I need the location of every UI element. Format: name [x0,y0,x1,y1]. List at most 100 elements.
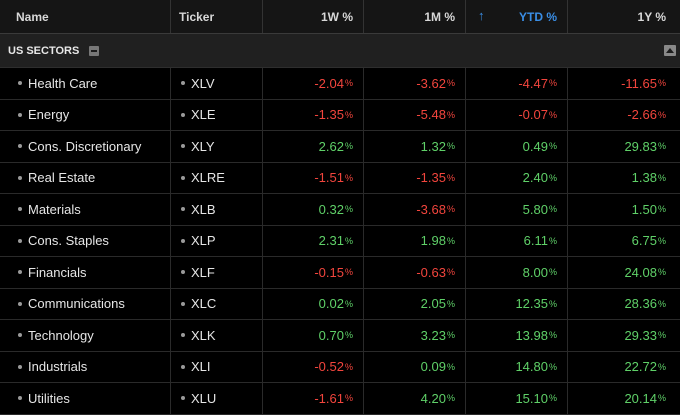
percent-sign: % [446,204,455,215]
percent-sign: % [344,393,353,404]
row-ticker[interactable]: XLY [191,138,215,154]
percent-sign: % [344,78,353,89]
row-w1-value: -1.61 [314,390,344,406]
row-m1-value: 1.32 [420,138,446,154]
bullet-icon [18,238,22,243]
table-row[interactable]: Cons. Discretionary XLY 2.62% 1.32% 0.49% 29.… [0,131,680,163]
percent-sign: % [446,235,455,246]
table-row[interactable]: Technology XLK 0.70% 3.23% 13.98% 29.33% [0,320,680,352]
row-name[interactable]: Materials [28,201,81,217]
row-ytd-cell: 12.35% [465,288,567,319]
row-ticker[interactable]: XLI [191,359,211,375]
table-row[interactable]: Materials XLB 0.32% -3.68% 5.80% 1.50% [0,194,680,226]
row-ytd-cell: 8.00% [465,257,567,288]
row-name-cell: Energy [0,100,170,131]
row-y1-value: 20.14 [624,390,657,406]
table-row[interactable]: Cons. Staples XLP 2.31% 1.98% 6.11% 6.75% [0,225,680,257]
row-ticker-cell: XLF [170,257,262,288]
percent-sign: % [548,330,557,341]
scroll-top-icon[interactable] [664,45,676,56]
bullet-icon [181,333,185,338]
bullet-icon [181,81,185,86]
row-name-cell: Financials [0,257,170,288]
row-ticker-cell: XLK [170,320,262,351]
percent-sign: % [548,393,557,404]
row-ticker[interactable]: XLE [191,107,216,123]
column-header-1y[interactable]: 1Y % [567,0,680,33]
row-y1-cell: 22.72% [567,351,680,382]
row-name[interactable]: Technology [28,327,94,343]
row-ticker[interactable]: XLB [191,201,216,217]
row-ticker-cell: XLP [170,225,262,256]
row-ticker[interactable]: XLP [191,233,216,249]
percent-sign: % [446,78,455,89]
row-name[interactable]: Communications [28,296,125,312]
row-ticker-cell: XLC [170,288,262,319]
row-name[interactable]: Cons. Discretionary [28,138,142,154]
row-y1-cell: -2.66% [567,99,680,130]
row-ticker[interactable]: XLC [191,296,217,312]
table-row[interactable]: Health Care XLV -2.04% -3.62% -4.47% -11.65% [0,68,680,100]
row-ytd-value: 2.40 [522,170,548,186]
table-row[interactable]: Financials XLF -0.15% -0.63% 8.00% 24.08% [0,257,680,289]
row-ticker[interactable]: XLF [191,264,215,280]
row-ytd-cell: 5.80% [465,194,567,225]
percent-sign: % [657,141,666,152]
row-w1-value: 0.32 [318,201,344,217]
table-row[interactable]: Energy XLE -1.35% -5.48% -0.07% -2.66% [0,99,680,131]
bullet-icon [181,364,185,369]
row-m1-value: -3.68 [416,201,446,217]
row-y1-value: 28.36 [624,296,657,312]
row-y1-cell: 20.14% [567,383,680,414]
row-name-cell: Materials [0,194,170,225]
row-name[interactable]: Financials [28,264,87,280]
percent-sign: % [548,204,557,215]
row-name[interactable]: Cons. Staples [28,233,109,249]
row-m1-cell: 1.98% [363,225,465,256]
row-name-cell: Cons. Staples [0,226,170,257]
row-w1-cell: -0.15% [262,257,363,288]
row-ytd-value: 5.80 [522,201,548,217]
percent-sign: % [548,298,557,309]
row-name[interactable]: Health Care [28,75,98,91]
row-w1-value: -1.51 [314,170,344,186]
column-header-ticker-label: Ticker [179,9,215,24]
percent-sign: % [657,204,666,215]
row-name[interactable]: Industrials [28,359,88,375]
table-row[interactable]: Communications XLC 0.02% 2.05% 12.35% 28.36% [0,288,680,320]
row-name-cell: Technology [0,320,170,351]
table-row[interactable]: Utilities XLU -1.61% 4.20% 15.10% 20.14% [0,383,680,415]
row-w1-value: 0.02 [318,296,344,312]
percent-sign: % [657,235,666,246]
column-header-name[interactable]: Name [0,0,170,33]
row-y1-value: 1.50 [631,201,657,217]
row-w1-value: -0.15 [314,264,344,280]
table-row[interactable]: Industrials XLI -0.52% 0.09% 14.80% 22.72% [0,351,680,383]
row-name[interactable]: Energy [28,107,70,123]
percent-sign: % [548,172,557,183]
collapse-section-icon[interactable] [89,45,100,56]
column-header-ytd[interactable]: ↑ YTD % [465,0,567,33]
row-ticker[interactable]: XLRE [191,170,225,186]
row-w1-value: 2.31 [318,233,344,249]
table-row[interactable]: Real Estate XLRE -1.51% -1.35% 2.40% 1.38% [0,162,680,194]
row-ytd-cell: 0.49% [465,131,567,162]
row-m1-cell: 1.32% [363,131,465,162]
row-m1-cell: -5.48% [363,99,465,130]
row-ticker[interactable]: XLV [191,75,215,91]
row-y1-cell: 24.08% [567,257,680,288]
column-header-ticker[interactable]: Ticker [170,0,262,33]
row-ticker[interactable]: XLK [191,327,216,343]
row-ticker-cell: XLY [170,131,262,162]
percent-sign: % [344,172,353,183]
column-header-1y-label: 1Y % [637,9,666,24]
row-ytd-value: 13.98 [515,327,548,343]
row-w1-cell: -2.04% [262,68,363,99]
column-header-1w[interactable]: 1W % [262,0,363,33]
percent-sign: % [446,298,455,309]
row-name[interactable]: Real Estate [28,170,96,186]
row-name[interactable]: Utilities [28,390,70,406]
bullet-icon [181,175,185,180]
column-header-1m[interactable]: 1M % [363,0,465,33]
row-ticker[interactable]: XLU [191,390,217,406]
